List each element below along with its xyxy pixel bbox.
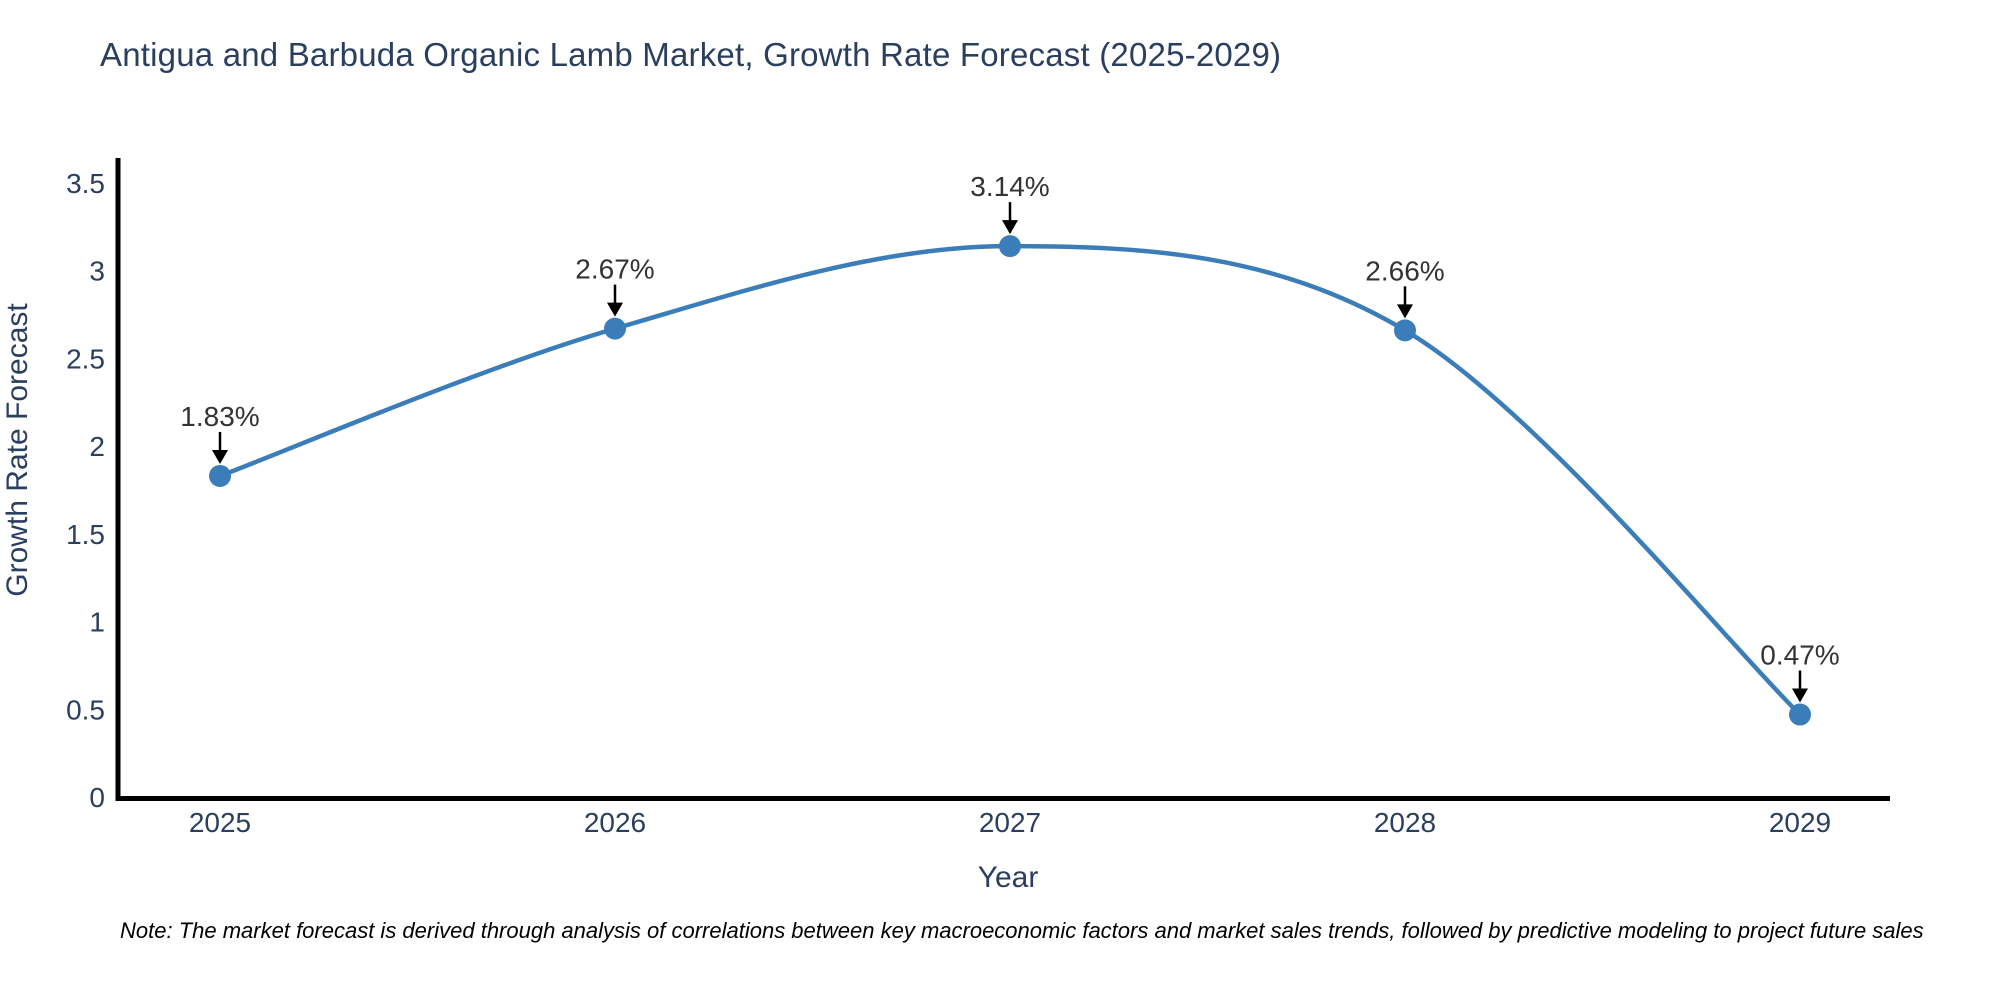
footnote: Note: The market forecast is derived thr…: [120, 918, 1924, 943]
point-annotation-label: 3.14%: [970, 171, 1049, 202]
y-tick-label: 0: [89, 782, 105, 813]
data-point-marker: [209, 464, 231, 487]
y-tick-label: 2.5: [66, 343, 105, 374]
data-point-marker: [999, 235, 1021, 258]
x-axis-title: Year: [978, 861, 1039, 894]
x-tick-label: 2025: [189, 807, 251, 838]
x-tick-label: 2026: [584, 807, 646, 838]
y-axis-title: Growth Rate Forecast: [1, 303, 34, 597]
y-tick-label: 1.5: [66, 519, 105, 550]
point-annotation-label: 2.67%: [575, 254, 654, 285]
annotation-arrow-head: [1397, 304, 1413, 319]
series-line: [217, 243, 1803, 717]
annotation-arrow-head: [1792, 688, 1808, 703]
y-tick-label: 3: [89, 256, 105, 287]
x-tick-label: 2029: [1769, 807, 1831, 838]
y-tick-label: 2: [89, 431, 105, 462]
y-tick-label: 3.5: [66, 168, 105, 199]
point-annotation-label: 2.66%: [1365, 255, 1444, 286]
x-tick-label: 2028: [1374, 807, 1436, 838]
annotation-arrow-head: [1002, 220, 1018, 235]
annotation-arrow-head: [212, 449, 228, 464]
y-tick-label: 0.5: [66, 694, 105, 725]
x-tick-label: 2027: [979, 807, 1041, 838]
annotation-arrow-head: [607, 302, 623, 317]
chart-title: Antigua and Barbuda Organic Lamb Market,…: [100, 36, 1282, 73]
point-annotation-label: 0.47%: [1760, 640, 1839, 671]
y-tick-label: 1: [89, 607, 105, 638]
data-point-marker: [604, 317, 626, 340]
data-point-marker: [1394, 319, 1416, 342]
point-annotation-label: 1.83%: [180, 401, 259, 432]
data-point-marker: [1789, 703, 1811, 726]
